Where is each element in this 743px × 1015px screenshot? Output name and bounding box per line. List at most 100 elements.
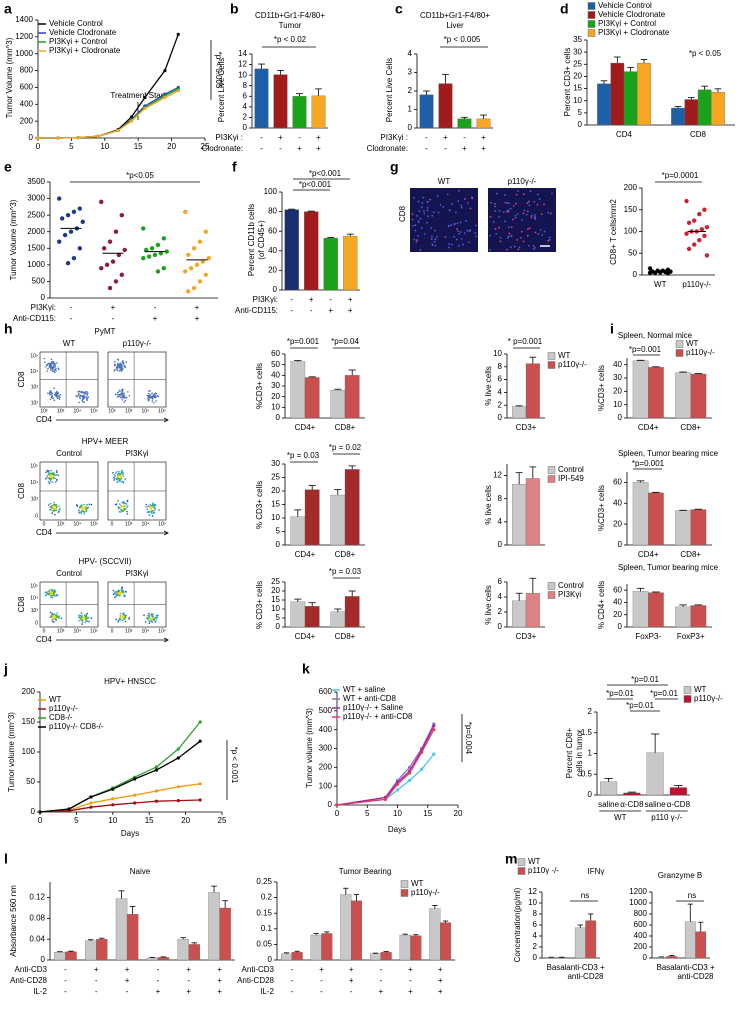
annotation: *p=0.04 [331,337,359,346]
y-tick-label: 100 [22,747,36,756]
data-point [197,279,203,284]
panel-label: e [4,159,12,175]
cell [495,232,498,235]
flow-event [127,504,129,507]
flow-event [46,475,48,477]
flow-plot-label: PI3Kγi [125,449,148,458]
flow-event [149,618,152,621]
flow-event [49,502,52,505]
cell [411,213,414,216]
data-point [65,212,71,218]
y-tick-label: 300 [319,744,333,753]
y-tick-label: 25 [573,59,582,68]
series-line [39,783,201,813]
flow-event [119,503,121,505]
flow-event [54,618,57,620]
flow-event [121,589,123,592]
flow-event [117,619,120,622]
flow-event [55,369,57,372]
condition-label: Clodronate: [202,144,243,153]
y-tick-label: 80 [268,207,277,216]
flow-event [149,503,151,506]
flow-event [55,471,58,474]
data-point [38,810,42,814]
data-point [149,246,155,251]
condition-sign: - [290,295,293,304]
condition-label: Clodronate: [367,144,408,153]
bar [600,781,618,796]
bar [304,606,320,628]
condition-sign: - [379,965,382,974]
flow-event [113,479,115,481]
condition-label: PI3Kγi: [31,303,56,312]
data-point [684,198,689,204]
flow-event [122,595,125,597]
group-label: WT [614,813,627,822]
data-point [176,89,180,93]
flow-event [148,615,150,618]
flow-event [48,592,50,595]
y-tick-label: 1000 [629,898,647,907]
legend-label: p110γ-/- [411,888,440,897]
y-axis-label: Percent Live Cells [385,58,394,122]
flow-event [116,364,119,366]
flow-event [50,612,53,615]
flow-event [119,368,122,371]
x-tick-label: 10 [100,142,109,151]
cell [507,202,510,205]
cell [526,210,529,213]
cell [468,230,471,233]
bar [254,68,269,129]
bar [177,939,189,961]
y-tick-label: 4 [408,49,413,58]
flow-event [122,589,125,592]
flow-event [54,363,57,365]
flow-event [80,390,83,393]
flow-event [84,614,86,617]
data-point [65,261,71,266]
flow-event [86,397,88,400]
y-tick-label: 25 [271,473,280,482]
data-point [686,220,692,225]
cell [423,212,426,215]
flow-event [46,370,48,372]
cell [514,202,517,205]
flow-event [86,392,89,395]
y-tick-label: 0 [276,622,281,631]
flow-event [122,505,125,508]
cell [437,211,440,214]
data-point [154,799,159,803]
flow-event [115,503,118,505]
flow-arrow [56,417,169,423]
flow-event [126,510,128,513]
y-tick-label: 4 [498,592,503,601]
flow-event [54,615,56,618]
data-point [107,285,113,291]
legend-label: p110γ-/- CD8-/- [49,722,104,731]
data-point [704,253,710,258]
flow-event [50,505,53,508]
flow-axis-label: CD4 [36,528,53,537]
flow-plot-label: p110γ-/- [123,339,152,348]
flow-event [49,362,52,365]
flow-tick-label: 10⁵ [158,521,166,527]
flow-tick-label: 10³ [57,628,65,634]
flow-event [78,619,80,622]
cell [475,235,477,238]
legend-label: p110γ-/- + Saline [343,703,404,712]
data-point [133,777,137,781]
flow-event [52,475,55,477]
bar [671,107,685,126]
bar [273,74,288,129]
cell [509,246,512,249]
bar [684,99,699,126]
cell [498,210,501,212]
y-tick-label: 100 [264,187,278,196]
flow-event [56,397,59,400]
x-tick-label: 15 [145,816,154,825]
bar [284,209,299,291]
legend-label: Vehicle Control [598,1,652,10]
flow-event [53,364,55,367]
legend-swatch [547,591,556,599]
condition-label: PI3Kγi : [380,133,408,142]
